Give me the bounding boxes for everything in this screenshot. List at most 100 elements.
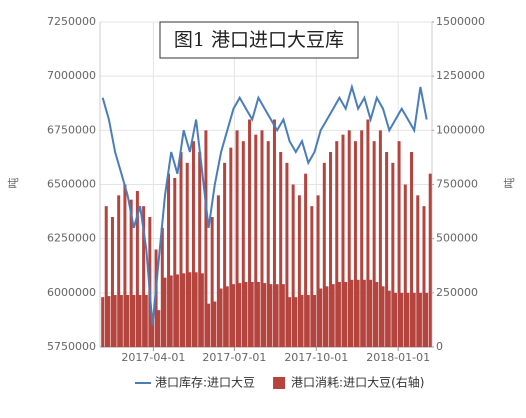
y2-tick-label: 1250000 [436,69,485,82]
bar [325,286,329,347]
bar [360,130,364,347]
bar [132,295,136,347]
bar [248,119,252,347]
bar [123,184,127,347]
title-box [159,21,359,59]
legend-label: 港口消耗:进口大豆(右轴) [291,375,424,390]
bar [179,152,183,347]
bar [294,297,298,347]
y2-tick-label: 1500000 [436,15,485,28]
y-tick-label: 5750000 [47,340,96,353]
y-tick-label: 7000000 [47,69,96,82]
legend-label: 港口库存:进口大豆 [155,375,255,390]
y-tick-label: 6750000 [47,123,96,136]
bar [406,292,410,347]
y-tick-label: 6000000 [47,286,96,299]
bar [397,141,401,347]
bar [341,134,345,347]
bar [410,152,414,347]
bar [198,152,202,347]
bar [272,119,276,347]
bar [260,130,264,347]
bar [135,191,139,347]
bar [369,279,373,347]
bar [216,195,220,347]
bar [319,288,323,347]
bar [235,130,239,347]
bar [372,141,376,347]
bar [266,141,270,347]
bar [329,152,333,347]
bar [110,217,114,347]
bar [219,288,223,347]
bar [285,162,289,347]
bar [250,282,254,347]
line [101,83,428,326]
bar [200,273,204,347]
bar [350,279,354,347]
bar [225,286,229,347]
x-tick-label: 2017-04-01 [121,351,185,364]
bar [428,173,432,347]
bar [107,296,111,347]
bar [412,292,416,347]
bar [223,162,227,347]
bar [356,279,360,347]
bar [313,295,317,347]
bar [425,292,429,347]
y2-tick-label: 750000 [436,178,478,191]
bar [163,277,167,347]
y-tick-label: 6250000 [47,232,96,245]
bar [366,119,370,347]
bar [375,282,379,347]
bar [288,297,292,347]
bar [119,295,123,347]
chart-title: 图1 港口进口大豆库 [174,29,344,51]
legend-swatch [273,377,286,389]
bar [173,178,177,347]
bar [157,310,161,347]
bar [291,184,295,347]
bar [256,282,260,347]
bar [381,286,385,347]
bar [144,295,148,347]
bar [238,283,242,347]
bar [387,290,391,347]
bar [113,295,117,347]
bar [207,303,211,347]
bar [229,147,233,347]
bar [416,195,420,347]
y2-tick-label: 250000 [436,286,478,299]
bar [279,152,283,347]
bar [269,284,273,347]
bar [403,184,407,347]
x-tick-label: 2018-01-01 [366,351,430,364]
bar [191,141,195,347]
bar [263,283,267,347]
bar [194,272,198,347]
bar [204,130,208,347]
bar [400,292,404,347]
bar [418,292,422,347]
bar [322,162,326,347]
bar [254,134,258,347]
bar [344,282,348,347]
bar [182,273,186,347]
x-tick-label: 2017-07-01 [202,351,266,364]
bar [391,162,395,347]
bar [347,130,351,347]
y-tick-label: 7250000 [47,15,96,28]
bar [335,141,339,347]
bar [213,301,217,347]
bar [188,272,192,347]
bar [167,173,171,347]
y2-tick-label: 500000 [436,232,478,245]
bar [310,206,314,347]
bar [151,314,155,347]
bar [304,173,308,347]
bar [101,297,105,347]
bar [378,130,382,347]
y-axis-label: 吨 [7,178,20,189]
bar [175,274,179,347]
